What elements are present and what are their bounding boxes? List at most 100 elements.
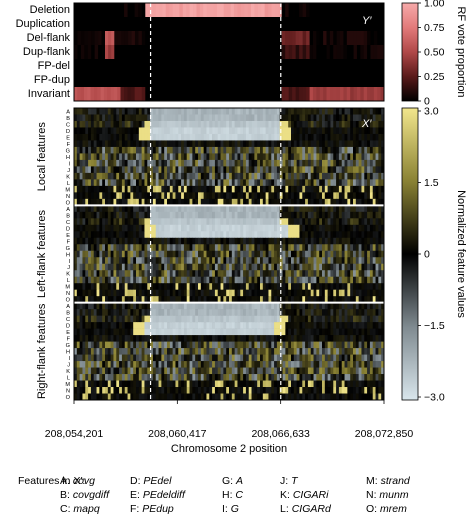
feature-cell — [102, 231, 106, 239]
vote-cell — [117, 31, 122, 46]
feature-cell — [198, 270, 202, 278]
feature-cell — [299, 315, 303, 323]
feature-cell — [369, 153, 374, 161]
vote-cell — [225, 59, 230, 74]
feature-cell — [372, 127, 376, 135]
vote-cell — [268, 87, 272, 102]
feature-cell — [110, 133, 114, 141]
feature-cell — [257, 166, 261, 174]
feature-cell — [96, 231, 100, 239]
feature-cell — [217, 302, 221, 310]
feature-cell — [147, 166, 151, 174]
feature-cell — [355, 322, 359, 329]
feature-cell — [268, 192, 272, 200]
vote-cell — [353, 45, 358, 60]
feature-cell — [113, 354, 117, 362]
feature-cell — [260, 283, 264, 290]
feature-cell — [333, 153, 337, 161]
feature-cell — [336, 263, 340, 271]
feature-cell — [344, 237, 348, 245]
feature-cell — [229, 322, 233, 329]
feature-cell — [152, 283, 157, 290]
feature-cell — [322, 159, 326, 167]
feature-cell — [116, 231, 120, 239]
feature-cell — [234, 205, 238, 213]
feature-cell — [302, 302, 306, 310]
feature-cell — [206, 257, 210, 265]
feature-cell — [217, 108, 221, 115]
feature-cell — [200, 348, 204, 355]
feature-cell — [178, 237, 182, 245]
feature-cell — [254, 179, 258, 187]
feature-cell — [330, 276, 334, 284]
feature-cell — [206, 133, 210, 141]
vote-cell — [153, 59, 158, 74]
feature-cell — [361, 348, 365, 355]
feature-cell — [110, 218, 114, 226]
feature-cell — [136, 309, 140, 316]
feature-cell — [164, 153, 168, 161]
feature-cell — [93, 159, 97, 167]
feature-cell — [223, 315, 227, 323]
feature-cell — [167, 341, 171, 349]
feature-cell — [121, 354, 126, 362]
vote-cell — [343, 45, 348, 60]
vote-cell — [218, 73, 223, 88]
feature-cell — [243, 205, 247, 213]
feature-cell — [161, 341, 165, 349]
feature-cell — [268, 244, 272, 252]
feature-cell — [333, 198, 337, 206]
vote-cell — [210, 87, 214, 102]
feature-cell — [220, 309, 224, 316]
feature-cell — [276, 335, 281, 342]
feature-cell — [372, 250, 376, 258]
feature-cell — [240, 244, 244, 252]
vote-cell — [323, 45, 327, 60]
feature-cell — [293, 224, 297, 232]
feature-cell — [237, 296, 241, 303]
feature-cell — [234, 328, 238, 336]
feature-cell — [381, 237, 385, 245]
feature-cell — [248, 257, 252, 265]
feature-cell — [212, 133, 216, 141]
feature-cell — [144, 276, 148, 284]
feature-cell — [229, 166, 233, 174]
feature-cell — [381, 335, 385, 342]
feature-cell — [178, 244, 182, 252]
feature-cell — [164, 185, 168, 193]
feature-cell — [226, 302, 230, 310]
vote-cell — [80, 73, 85, 88]
feature-cell — [186, 315, 190, 323]
feature-cell — [195, 257, 199, 265]
feature-cell — [90, 348, 95, 355]
feature-cell — [265, 172, 269, 180]
feature-cell — [347, 250, 351, 258]
feature-cell — [96, 309, 100, 316]
feature-cell — [209, 289, 213, 297]
vote-cell — [230, 3, 235, 18]
feature-cell — [319, 283, 323, 290]
vote-cell — [274, 31, 279, 46]
feature-cell — [375, 302, 379, 310]
feature-cell — [99, 166, 103, 174]
feature-cell — [214, 127, 219, 135]
feature-cell — [79, 172, 83, 180]
vote-cell — [186, 3, 191, 18]
feature-cell — [358, 244, 362, 252]
feature-cell — [240, 328, 244, 336]
feature-cell — [88, 315, 92, 323]
feature-cell — [90, 361, 95, 368]
feature-cell — [198, 192, 202, 200]
vote-cell — [359, 59, 364, 74]
vote-cell — [138, 45, 143, 60]
feature-cell — [181, 166, 185, 174]
feature-cell — [260, 296, 264, 303]
feature-cell — [378, 270, 382, 278]
feature-cell — [186, 205, 190, 213]
vote-cell — [288, 31, 293, 46]
feature-cell — [192, 185, 196, 193]
feature-cell — [307, 354, 312, 362]
feature-cell — [355, 244, 359, 252]
feature-cell — [288, 289, 292, 297]
feature-cell — [223, 218, 227, 226]
